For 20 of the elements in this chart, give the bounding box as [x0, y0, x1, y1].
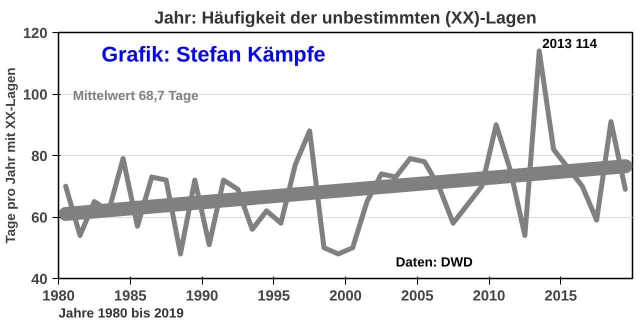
x-tick-label: 1990	[186, 288, 218, 304]
y-tick-label: 100	[23, 88, 48, 104]
annotation: Mittelwert 68,7 Tage	[72, 88, 199, 104]
annotation: 2013 114	[542, 36, 598, 51]
x-axis-title: Jahre 1980 bis 2019	[58, 306, 184, 320]
x-tick-label: 1980	[42, 288, 75, 304]
y-tick-label: 60	[31, 210, 48, 226]
x-tick-label: 2010	[472, 288, 506, 304]
x-tick-label: 2000	[329, 288, 362, 304]
x-tick-label: 1995	[257, 288, 290, 304]
annotation: Daten: DWD	[396, 254, 474, 270]
y-axis-title: Tage pro Jahr mit XX-Lagen	[3, 67, 18, 244]
x-tick-label: 2015	[544, 288, 578, 304]
y-tick-label: 80	[31, 149, 48, 165]
x-tick-label: 1985	[114, 288, 147, 304]
y-tick-label: 40	[31, 272, 48, 288]
y-tick-label: 120	[23, 26, 48, 42]
annotation: Grafik: Stefan Kämpfe	[102, 42, 326, 66]
x-tick-label: 2005	[400, 288, 434, 304]
chart-title: Jahr: Häufigkeit der unbestimmten (XX)-Lagen	[154, 8, 537, 28]
